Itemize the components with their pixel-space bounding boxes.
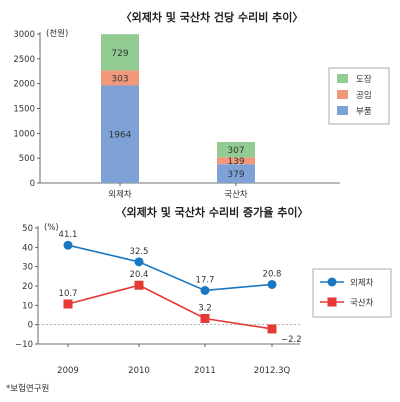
bar-legend-label: 도장: [356, 74, 372, 85]
bar-y-tick-label: 2500: [13, 55, 35, 65]
line-chart-series: 41.1 32.5 17.7 20.8 10.7 20.4 3.2 −2.2: [59, 230, 302, 345]
line-y-tick-label: −10: [15, 340, 33, 350]
line-point-label: −2.2: [281, 335, 302, 345]
bar-segment: [217, 142, 255, 158]
bar-chart-axes: 0 500 1000 1500 2000 2500 3000 외제차 국산차: [13, 30, 340, 200]
bar-y-tick-label: 1500: [13, 105, 35, 115]
line-y-tick-label: 40: [22, 243, 33, 253]
bar-y-tick-label: 0: [30, 179, 35, 189]
source-note: *보험연구원: [6, 384, 49, 394]
line-chart-axes: −10 0 10 20 30 40 50 2009 2010 2011 2012.3Q: [15, 224, 300, 376]
line-point: [267, 279, 277, 289]
line-legend-box: [312, 268, 392, 318]
bar-segment: [101, 34, 139, 71]
bar-segment-label: 307: [227, 146, 244, 156]
line-point-label: 3.2: [198, 303, 212, 313]
line-point-label: 32.5: [130, 247, 149, 257]
bar-segment: [101, 70, 139, 86]
bar-y-tick-label: 2000: [13, 80, 35, 90]
line-point-label: 20.4: [130, 270, 149, 280]
line-y-tick-label: 0: [28, 321, 33, 331]
line-point: [267, 324, 277, 334]
line-y-tick-label: 10: [22, 301, 33, 311]
line-y-tick-label: 20: [22, 282, 33, 292]
line-series-path: [67, 244, 273, 292]
line-x-tick-label: 2010: [128, 366, 150, 376]
bar-category-label: 국산차: [224, 189, 248, 200]
bar-segment-label: 729: [111, 49, 128, 59]
bar-y-tick-label: 3000: [13, 30, 35, 40]
bar-segment-label: 1964: [109, 131, 132, 141]
line-y-tick-label: 50: [22, 224, 33, 234]
bar-segment: [101, 85, 139, 183]
line-point: [134, 280, 144, 290]
line-point-label: 17.7: [196, 275, 215, 285]
line-legend-marker: [327, 297, 337, 307]
line-chart: 〈외제차 및 국산차 수리비 증가율 추이〉 (%) −10 0 10 20 30 40 5…: [15, 205, 392, 376]
line-point: [200, 313, 210, 323]
line-point: [63, 299, 73, 309]
line-series-path: [67, 284, 273, 330]
line-legend-label: 국산차: [350, 298, 374, 309]
bar-segment: [217, 157, 255, 165]
line-y-tick-label: 30: [22, 263, 33, 273]
bar-legend-swatch: [337, 74, 348, 83]
line-x-tick-label: 2011: [194, 366, 216, 376]
bar-segment-label: 303: [111, 74, 128, 84]
bar-legend-swatch: [337, 90, 348, 99]
bar-y-tick-label: 500: [19, 154, 35, 164]
line-point: [134, 257, 144, 267]
bar-segment: [217, 164, 255, 183]
line-point-label: 10.7: [59, 289, 78, 299]
bar-legend-label: 공임: [356, 90, 372, 101]
line-x-tick-label: 2012.3Q: [254, 366, 291, 376]
bar-chart-unit-label: (천원): [46, 28, 68, 39]
bar-legend-swatch: [337, 106, 348, 115]
bar-legend-label: 부품: [356, 107, 372, 117]
line-legend-label: 외제차: [350, 278, 374, 289]
bar-category-label: 외제차: [108, 189, 132, 200]
line-chart-unit-label: (%): [44, 223, 59, 233]
bar-y-tick-label: 1000: [13, 129, 35, 139]
bar-segment-label: 139: [227, 157, 244, 167]
line-point-label: 20.8: [263, 269, 282, 279]
line-legend-marker: [327, 277, 337, 287]
bar-segment-label: 379: [227, 170, 244, 180]
stacked-bar-chart: 〈외제차 및 국산차 건당 수리비 추이〉 (천원) 0 500 1000 1500 2…: [13, 10, 390, 200]
line-point: [200, 285, 210, 295]
line-chart-title: 〈외제차 및 국산차 수리비 증가율 추이〉: [116, 205, 309, 219]
line-x-tick-label: 2009: [57, 366, 79, 376]
bar-chart-title: 〈외제차 및 국산차 건당 수리비 추이〉: [121, 10, 304, 24]
line-point: [63, 240, 73, 250]
line-point-label: 41.1: [59, 230, 78, 240]
